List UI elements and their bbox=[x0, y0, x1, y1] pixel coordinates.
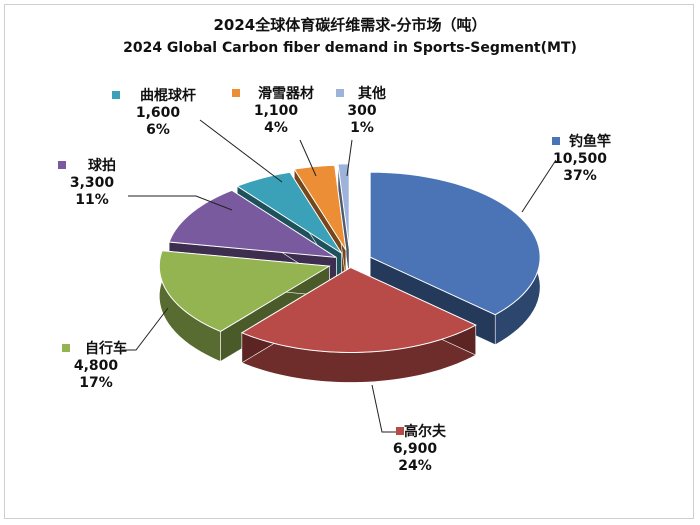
pie-slice-top-6 bbox=[337, 163, 350, 249]
slice-percent-5: 4% bbox=[264, 120, 288, 136]
chart-title: 2024全球体育碳纤维需求-分市场（吨） bbox=[214, 16, 487, 34]
label-swatch-1 bbox=[396, 427, 404, 435]
slice-value-0: 10,500 bbox=[553, 151, 607, 167]
slice-percent-3: 11% bbox=[75, 192, 109, 208]
slice-percent-1: 24% bbox=[398, 458, 432, 474]
leader-line-6 bbox=[346, 139, 353, 177]
pie-slice-top-4 bbox=[236, 171, 343, 254]
label-swatch-3 bbox=[58, 161, 66, 169]
slice-name-1: 高尔夫 bbox=[404, 423, 447, 440]
slice-value-1: 6,900 bbox=[393, 441, 438, 457]
slice-percent-2: 17% bbox=[79, 375, 113, 391]
pie-slice-top-5 bbox=[293, 164, 347, 251]
pie-slices bbox=[158, 163, 541, 383]
leader-line-2 bbox=[122, 307, 169, 351]
pie-slice-top-3 bbox=[168, 189, 337, 258]
leader-line-4 bbox=[199, 119, 283, 183]
leader-line-1 bbox=[371, 384, 398, 433]
slice-name-5: 滑雪器材 bbox=[258, 85, 314, 102]
label-swatch-6 bbox=[336, 89, 344, 97]
pie-slice-1 bbox=[240, 266, 477, 383]
slice-value-5: 1,100 bbox=[254, 103, 299, 119]
label-swatch-0 bbox=[552, 137, 560, 145]
slice-value-2: 4,800 bbox=[74, 358, 119, 374]
slice-name-6: 其他 bbox=[358, 85, 386, 102]
pie-slice-top-1 bbox=[240, 266, 477, 353]
slice-name-4: 曲棍球杆 bbox=[140, 87, 196, 104]
leader-line-3 bbox=[128, 195, 233, 211]
pie-slice-top-0 bbox=[369, 171, 541, 316]
label-swatch-5 bbox=[232, 89, 240, 97]
slice-name-0: 钓鱼竿 bbox=[569, 133, 611, 150]
slice-value-3: 3,300 bbox=[70, 175, 115, 191]
slice-name-2: 自行车 bbox=[85, 340, 127, 357]
slice-value-6: 300 bbox=[347, 103, 376, 119]
slice-name-3: 球拍 bbox=[88, 157, 116, 174]
leader-line-0 bbox=[521, 159, 557, 213]
chart-frame bbox=[4, 4, 694, 519]
pie-slice-top-2 bbox=[158, 250, 331, 332]
label-swatch-4 bbox=[112, 91, 120, 99]
slice-percent-4: 6% bbox=[146, 122, 170, 138]
slice-percent-6: 1% bbox=[350, 120, 374, 136]
chart-subtitle: 2024 Global Carbon fiber demand in Sport… bbox=[123, 40, 577, 56]
slice-percent-0: 37% bbox=[563, 168, 597, 184]
label-swatch-2 bbox=[62, 344, 70, 352]
leader-line-5 bbox=[299, 139, 317, 177]
slice-value-4: 1,600 bbox=[136, 105, 181, 121]
